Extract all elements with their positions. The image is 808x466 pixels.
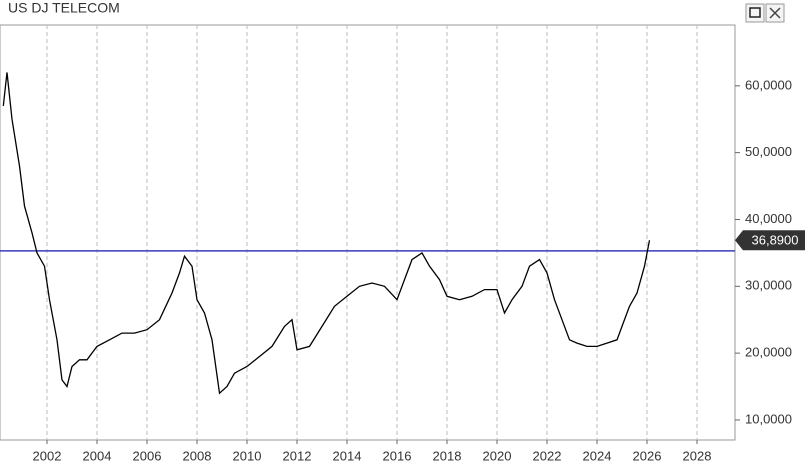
- x-tick-label: 2002: [33, 448, 62, 463]
- x-tick-label: 2012: [283, 448, 312, 463]
- x-tick-label: 2018: [433, 448, 462, 463]
- y-tick-label: 30,0000: [745, 278, 792, 293]
- x-tick-label: 2026: [633, 448, 662, 463]
- x-tick-label: 2004: [83, 448, 112, 463]
- close-icon: [769, 7, 781, 19]
- window-buttons[interactable]: [745, 3, 785, 23]
- last-price-label: 36,8900: [752, 233, 799, 248]
- last-price-tag: [735, 230, 805, 251]
- x-tick-label: 2006: [133, 448, 162, 463]
- y-tick-label: 50,0000: [745, 144, 792, 159]
- x-tick-label: 2010: [233, 448, 262, 463]
- maximize-icon: [749, 7, 761, 18]
- x-tick-label: 2016: [383, 448, 412, 463]
- price-line: [2, 72, 651, 395]
- x-tick-label: 2014: [333, 448, 362, 463]
- x-tick-label: 2020: [483, 448, 512, 463]
- plot-frame: [0, 24, 736, 441]
- x-tick-label: 2028: [683, 448, 712, 463]
- y-tick-label: 40,0000: [745, 211, 792, 226]
- y-tick-label: 10,0000: [745, 411, 792, 426]
- x-tick-label: 2022: [533, 448, 562, 463]
- y-tick-label: 60,0000: [745, 77, 792, 92]
- x-tick-label: 2008: [183, 448, 212, 463]
- x-tick-label: 2024: [583, 448, 612, 463]
- y-tick-label: 20,0000: [745, 345, 792, 360]
- chart-title: US DJ TELECOM: [8, 0, 120, 16]
- maximize-button[interactable]: [745, 3, 765, 23]
